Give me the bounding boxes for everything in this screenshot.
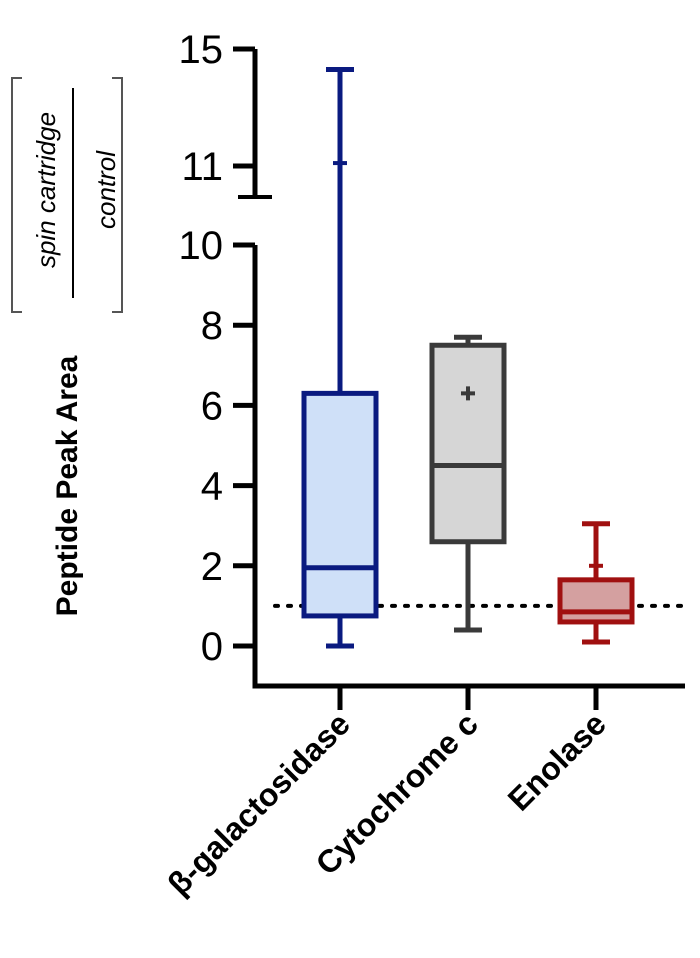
y-tick-label: 10	[179, 224, 224, 268]
y-tick-label: 4	[201, 465, 223, 509]
iqr-box	[557, 577, 635, 625]
boxes	[301, 66, 635, 649]
y-axis-label-denominator: control	[91, 150, 121, 229]
y-tick-label: 6	[201, 384, 223, 428]
box--galactosidase	[301, 66, 379, 649]
y-tick-label: 8	[201, 304, 223, 348]
axes: 0 2 4 6 8 10 11 15	[179, 28, 685, 710]
y-axis-label: Peptide Peak Area spin cartridge control	[11, 77, 123, 616]
y-tick-label: 0	[201, 625, 223, 669]
y-tick-label: 15	[179, 28, 224, 72]
y-axis-label-numerator: spin cartridge	[31, 112, 61, 268]
box-enolase	[557, 521, 635, 645]
y-tick-label: 11	[181, 145, 223, 189]
box-cytochrome-c	[429, 334, 507, 633]
right-bracket	[112, 77, 123, 313]
iqr-box	[429, 342, 507, 545]
y-axis-label-prefix: Peptide Peak Area	[51, 355, 84, 616]
category-label: Enolase	[501, 705, 613, 817]
y-tick-label: 2	[201, 545, 223, 589]
left-bracket	[11, 77, 22, 313]
iqr-box	[301, 390, 379, 619]
